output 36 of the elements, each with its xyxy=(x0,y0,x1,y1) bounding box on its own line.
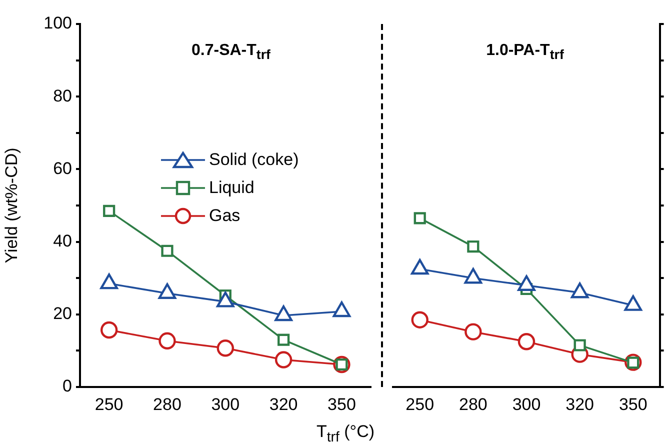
y-axis-title: Yield (wt%-CD) xyxy=(2,148,21,264)
point xyxy=(574,339,586,352)
point xyxy=(518,333,536,350)
point xyxy=(103,204,116,217)
x-axis-title: T$_{trf}$ (°C) xyxy=(315,422,376,446)
x-tick-label: 300 xyxy=(512,394,541,414)
y-tick-label: 60 xyxy=(53,158,72,178)
legend-label: Gas xyxy=(209,206,240,226)
legend-label: Liquid xyxy=(209,178,254,198)
point xyxy=(411,311,428,328)
x-tick-label: 350 xyxy=(328,394,356,414)
point xyxy=(100,321,118,339)
point xyxy=(414,212,426,224)
legend-label: Solid (coke) xyxy=(209,150,299,170)
point xyxy=(161,244,174,257)
x-tick-label: 320 xyxy=(269,394,298,414)
point xyxy=(467,240,480,253)
x-tick-label: 300 xyxy=(211,394,240,414)
x-tick-label: 320 xyxy=(566,394,594,414)
y-tick-label: 0 xyxy=(62,376,72,396)
y-tick-label: 40 xyxy=(53,231,72,250)
y-tick-label: 20 xyxy=(53,304,72,324)
point xyxy=(274,351,292,368)
point xyxy=(158,332,176,350)
point xyxy=(464,323,482,340)
x-tick-label: 250 xyxy=(94,394,124,414)
x-tick-label: 280 xyxy=(458,394,488,414)
y-tick-label: 100 xyxy=(44,14,72,33)
point xyxy=(278,334,290,346)
y-tick-label: 80 xyxy=(53,86,72,106)
x-tick-label: 250 xyxy=(406,394,434,414)
x-tick-label: 280 xyxy=(153,394,182,414)
text: 1.0-PA-T$_{trf}$ xyxy=(485,42,565,62)
x-tick-label: 350 xyxy=(618,394,648,414)
text: 0.7-SA-T$_{trf}$ xyxy=(190,42,272,62)
point xyxy=(216,340,234,357)
